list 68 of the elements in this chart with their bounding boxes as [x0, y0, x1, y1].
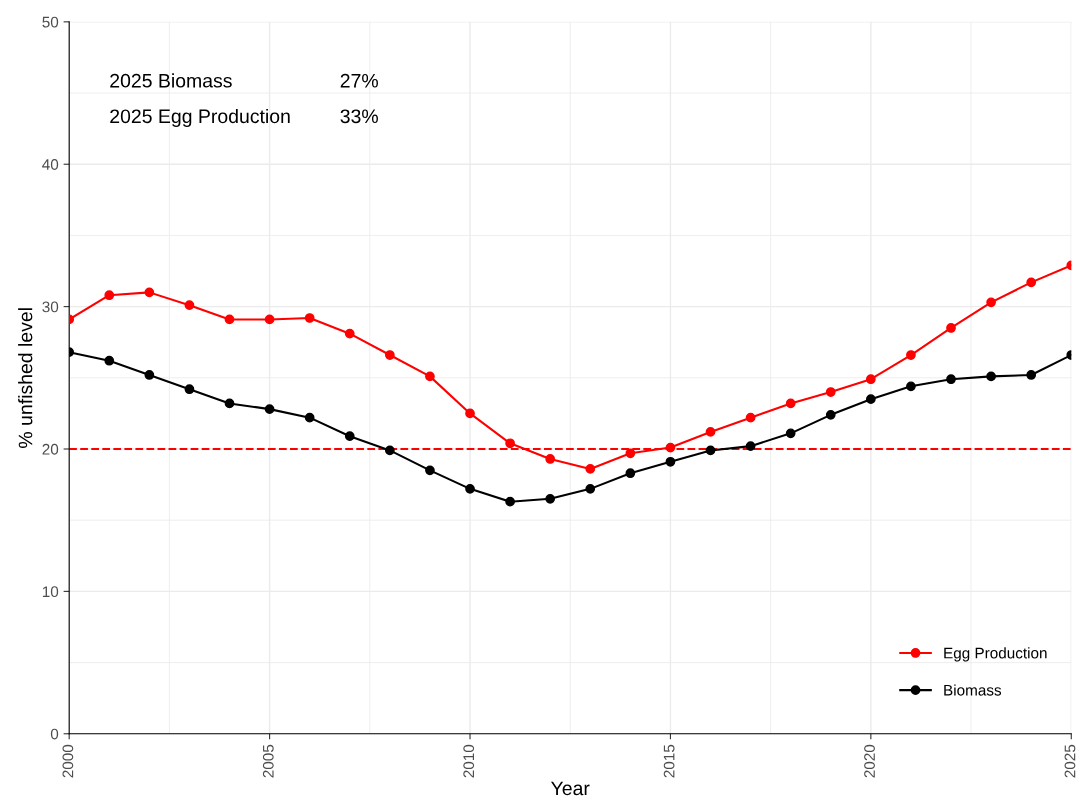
point: [505, 496, 515, 507]
point: [585, 464, 596, 474]
annotation: 2025 Egg Production: [110, 108, 290, 128]
point: [906, 381, 916, 392]
point: [785, 398, 796, 409]
point: [344, 328, 355, 339]
x-tick-label: 2000: [62, 744, 74, 778]
point: [425, 465, 435, 476]
point: [505, 438, 515, 449]
point: [384, 445, 395, 456]
annotation: 2025 Biomass: [110, 73, 232, 88]
legend-label: Biomass: [944, 684, 1002, 696]
point: [104, 355, 115, 366]
point: [865, 394, 876, 405]
point: [665, 442, 676, 453]
annotation: 33%: [340, 109, 378, 124]
legend-label: Egg Production: [944, 647, 1047, 662]
x-tick-label: 2005: [262, 744, 274, 778]
point: [625, 448, 636, 459]
point: [465, 484, 475, 494]
y-tick-label: 0: [50, 728, 59, 740]
point: [946, 374, 956, 385]
point: [264, 314, 275, 325]
point: [304, 313, 315, 323]
point: [224, 398, 235, 409]
y-tick-label: 20: [42, 443, 59, 455]
point: [665, 456, 676, 467]
point: [705, 445, 716, 456]
y-tick-label: 50: [42, 16, 59, 28]
y-tick-label: 40: [42, 159, 59, 170]
point: [104, 290, 115, 301]
x-axis-title: Year: [551, 781, 590, 796]
point: [545, 454, 556, 464]
point: [865, 374, 876, 385]
point: [425, 371, 435, 382]
point: [384, 350, 395, 360]
annotation: 27%: [340, 73, 378, 88]
point: [465, 408, 475, 419]
point: [184, 384, 195, 395]
point: [144, 370, 155, 380]
y-tick-label: 30: [42, 301, 59, 313]
y-axis-title: % unfished level: [18, 308, 33, 448]
point: [344, 431, 355, 442]
point: [144, 287, 155, 298]
point: [986, 371, 996, 382]
point: [184, 300, 195, 311]
point: [825, 387, 836, 397]
point: [545, 493, 556, 504]
x-tick-label: 2025: [1064, 744, 1076, 778]
point: [625, 468, 636, 479]
point: [224, 314, 235, 325]
point: [304, 412, 315, 423]
point: [264, 404, 275, 414]
y-tick-label: 10: [42, 586, 59, 598]
x-tick-label: 2020: [864, 744, 875, 778]
x-tick-label: 2015: [663, 744, 675, 778]
point: [906, 350, 916, 360]
point: [745, 441, 756, 452]
point: [825, 409, 836, 420]
point: [745, 412, 756, 423]
point: [785, 428, 796, 439]
point: [986, 297, 996, 308]
point: [1026, 370, 1037, 380]
x-tick-label: 2010: [463, 744, 475, 778]
point: [946, 323, 956, 333]
point: [585, 484, 596, 494]
point: [705, 427, 716, 437]
point: [1026, 277, 1037, 288]
